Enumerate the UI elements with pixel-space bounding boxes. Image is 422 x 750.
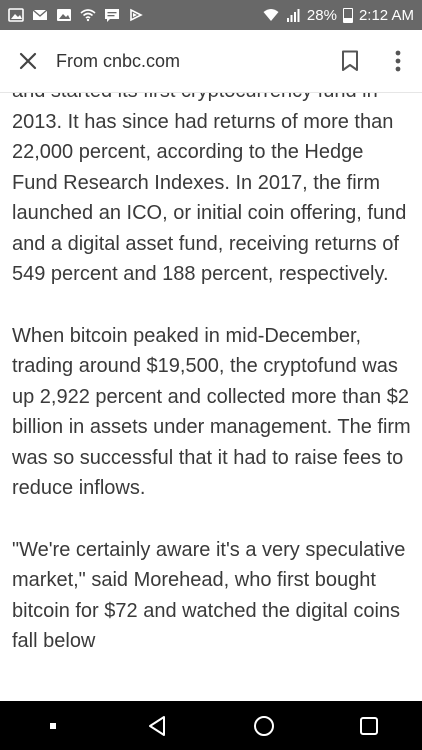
close-icon: [19, 52, 37, 70]
navigation-bar: [0, 701, 422, 750]
bookmark-button[interactable]: [326, 30, 374, 93]
status-bar: 28% 2:12 AM: [0, 0, 422, 30]
back-button[interactable]: [128, 701, 188, 750]
message-icon: [104, 8, 120, 22]
close-button[interactable]: [0, 30, 56, 93]
battery-percent: 28%: [306, 6, 337, 24]
clock: 2:12 AM: [358, 6, 414, 24]
article-body: and started its first cryptocurrency fun…: [12, 93, 412, 657]
custom-tab-toolbar: From cnbc.com: [0, 30, 422, 93]
article-paragraph: "We're certainly aware it's a very specu…: [12, 538, 406, 653]
page-source-title: From cnbc.com: [56, 50, 181, 71]
gallery-icon: [56, 8, 72, 22]
wifi-signal-icon: [263, 8, 279, 22]
wifi-icon: [80, 8, 96, 22]
recents-button[interactable]: [339, 701, 399, 750]
image-icon: [8, 8, 24, 22]
mail-icon: [32, 8, 48, 22]
play-icon: [128, 8, 144, 22]
article-paragraph: When bitcoin peaked in mid-December, tra…: [12, 324, 411, 500]
back-triangle-icon: [149, 715, 166, 736]
article-content[interactable]: and started its first cryptocurrency fun…: [0, 93, 422, 701]
more-vert-icon: [395, 50, 401, 72]
notification-icons: [8, 8, 144, 22]
system-status: 28% 2:12 AM: [263, 7, 414, 24]
article-paragraph: and started its first cryptocurrency fun…: [12, 93, 407, 285]
bookmark-icon: [342, 50, 358, 71]
home-circle-icon: [253, 715, 274, 736]
cell-signal-icon: [285, 8, 301, 22]
more-options-button[interactable]: [374, 30, 422, 93]
dot-icon: [49, 722, 56, 729]
battery-icon: [342, 7, 353, 23]
home-button[interactable]: [234, 701, 294, 750]
recents-square-icon: [360, 716, 379, 735]
nav-menu-button[interactable]: [23, 701, 83, 750]
